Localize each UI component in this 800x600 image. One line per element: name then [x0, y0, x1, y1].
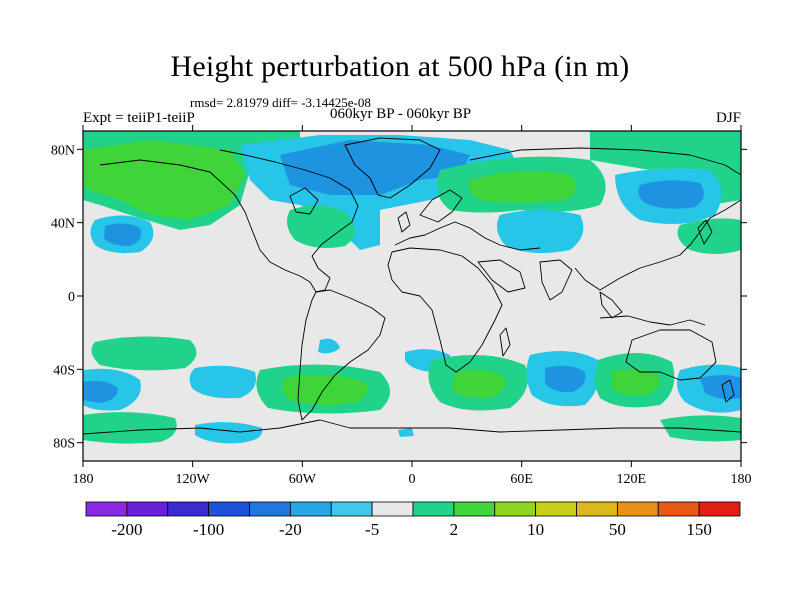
- lat-tick-label: 80S: [53, 437, 75, 452]
- coast-japan: [697, 219, 713, 245]
- colorbar-swatch: [698, 501, 741, 517]
- lon-tick-label: 120W: [176, 472, 211, 487]
- blue-region-dateline-south-core: [83, 380, 118, 403]
- coast-southeast-asia: [599, 291, 623, 319]
- lon-tick-label: 180: [73, 472, 94, 487]
- colorbar-label: -20: [279, 520, 302, 539]
- colorbar: -200 -100 -20 -5 2 10 50 150: [85, 501, 741, 539]
- coast-arabia: [477, 259, 526, 293]
- colorbar-swatch: [289, 501, 332, 517]
- colorbar-swatch: [249, 501, 291, 517]
- lon-tick-label: 0: [409, 472, 416, 487]
- lon-tick-label: 60W: [289, 472, 317, 487]
- green-region-north-atlantic: [286, 205, 355, 248]
- blue-region-central-asia: [496, 210, 584, 254]
- lat-tick-label: 0: [68, 290, 75, 305]
- blue-region-antarctic-bellingshausen: [195, 422, 263, 444]
- coast-antarctica: [83, 419, 741, 435]
- lon-tick-label: 180: [731, 472, 752, 487]
- green-region-antarctic-indian: [660, 415, 741, 442]
- coast-europe: [394, 221, 541, 251]
- coast-scandinavia: [419, 189, 463, 223]
- blue-region-southwest-pacific-core: [700, 375, 741, 400]
- colorbar-swatch: [208, 501, 250, 517]
- season-label: DJF: [715, 110, 741, 126]
- colorbar-label: 10: [527, 520, 544, 539]
- lon-tick-label: 120E: [617, 472, 647, 487]
- colorbar-swatch: [494, 501, 537, 517]
- colorbar-swatch: [330, 501, 373, 517]
- colorbar-swatch: [85, 501, 128, 517]
- colorbar-swatch: [616, 501, 659, 517]
- experiment-label: Expt = teiiP1-teiiP: [83, 110, 195, 126]
- coast-new-zealand: [721, 379, 735, 403]
- axis-ticks: 80N 40N 0 40S 80S 180 120W 60W 0 60E 120E 180: [51, 125, 752, 487]
- coast-uk: [397, 211, 411, 233]
- colorbar-swatch: [657, 501, 700, 517]
- green-region-eurasia-core: [468, 171, 577, 203]
- coast-indonesia: [599, 315, 706, 326]
- stats-text: rmsd= 2.81979 diff= -3.14425e-08: [190, 95, 371, 110]
- map-panel: [83, 131, 741, 461]
- colorbar-label: -5: [365, 520, 379, 539]
- green-region-south-pacific-west: [91, 336, 197, 371]
- coast-india: [539, 259, 573, 301]
- colorbar-label: 2: [450, 520, 459, 539]
- lon-tick-label: 60E: [510, 472, 533, 487]
- green-region-south-indian-west-core: [452, 369, 506, 399]
- blue-region-greenland-core: [280, 140, 470, 195]
- colorbar-label: -100: [193, 520, 224, 539]
- coast-australia: [625, 329, 717, 381]
- blue-region-south-atlantic: [318, 338, 340, 354]
- coast-greenland: [344, 137, 441, 199]
- lat-tick-label: 80N: [51, 143, 75, 158]
- colorbar-label: 50: [609, 520, 626, 539]
- colorbar-swatch: [412, 501, 455, 517]
- colorbar-label: -200: [111, 520, 142, 539]
- blue-region-siberia-core: [638, 180, 704, 209]
- plot-title: Height perturbation at 500 hPa (in m): [170, 50, 630, 83]
- colorbar-label: 150: [686, 520, 712, 539]
- green-region-north-pacific-core: [83, 140, 245, 220]
- period-label: 060kyr BP - 060kyr BP: [330, 106, 472, 122]
- colorbar-swatch: [167, 501, 210, 517]
- coast-madagascar: [499, 327, 511, 357]
- lat-tick-label: 40S: [53, 363, 75, 378]
- coast-south-america: [297, 289, 386, 421]
- green-region-antarctic-pacific: [83, 412, 177, 444]
- green-region-south-america-core: [282, 374, 368, 405]
- green-region-south-australia-core: [612, 369, 661, 396]
- coastlines: [83, 137, 741, 435]
- colorbar-swatch: [535, 501, 577, 517]
- coast-hudson-bay: [289, 187, 319, 215]
- blue-region-east-pacific-40n-core: [104, 223, 142, 246]
- colorbar-swatch: [371, 501, 414, 517]
- coast-north-america: [99, 149, 359, 293]
- blue-region-south-pacific: [189, 365, 256, 399]
- lat-tick-label: 40N: [51, 217, 75, 232]
- colorbar-swatch: [576, 501, 618, 517]
- coast-africa: [387, 247, 503, 373]
- coast-asia: [469, 147, 741, 291]
- blue-region-antarctic-small: [398, 428, 414, 437]
- colorbar-swatch: [453, 501, 496, 517]
- blue-region-south-indian-core: [545, 365, 586, 393]
- colorbar-swatch: [126, 501, 169, 517]
